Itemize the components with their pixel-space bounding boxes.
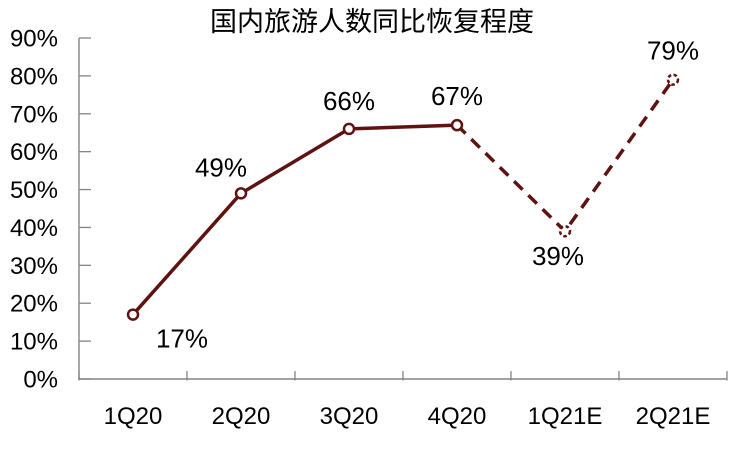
data-point-label: 17% — [156, 324, 208, 354]
x-tick-label: 1Q20 — [104, 403, 163, 430]
y-tick-label: 60% — [10, 139, 58, 166]
data-point-label: 66% — [323, 86, 375, 116]
x-tick-label: 4Q20 — [428, 403, 487, 430]
data-point-label: 67% — [431, 81, 483, 111]
x-tick-label: 2Q21E — [636, 403, 711, 430]
data-point-marker — [450, 118, 464, 132]
data-point-marker — [342, 122, 356, 136]
data-point-label: 79% — [647, 36, 699, 66]
x-tick-label: 1Q21E — [528, 403, 603, 430]
y-tick-label: 70% — [10, 101, 58, 128]
data-point-label: 49% — [195, 152, 247, 182]
y-tick-label: 40% — [10, 215, 58, 242]
x-tick-label: 3Q20 — [320, 403, 379, 430]
y-tick-label: 10% — [10, 329, 58, 356]
y-tick-label: 90% — [10, 26, 58, 53]
data-point-marker-estimate — [558, 224, 572, 238]
series-layer — [126, 73, 680, 321]
y-tick-label: 0% — [23, 367, 58, 394]
x-tick-label: 2Q20 — [212, 403, 271, 430]
y-tick-label: 50% — [10, 177, 58, 204]
axes-layer — [78, 37, 728, 381]
data-point-marker — [126, 308, 140, 321]
series-line-dashed-estimate — [455, 78, 675, 233]
chart-title: 国内旅游人数同比恢复程度 — [210, 7, 534, 37]
data-point-label: 39% — [532, 241, 584, 271]
y-tick-label: 20% — [10, 291, 58, 318]
data-point-marker-estimate — [666, 73, 680, 86]
y-tick-label: 30% — [10, 253, 58, 280]
series-line-solid — [131, 123, 458, 316]
y-tick-label: 80% — [10, 63, 58, 90]
labels-layer: 0% 10% 20% 30% 40% 50% 60% 70% 80% 90% 1Q20 2Q20 3Q2… — [10, 26, 710, 431]
data-point-marker — [234, 187, 248, 200]
